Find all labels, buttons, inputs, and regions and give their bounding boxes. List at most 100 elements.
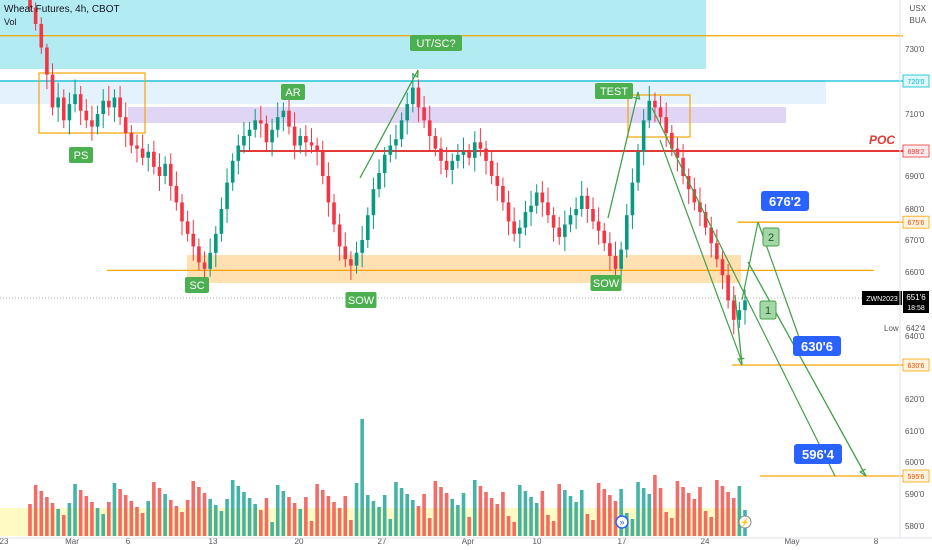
volume-bar xyxy=(551,521,556,536)
candle-body xyxy=(495,176,500,186)
arrow-ut-head xyxy=(412,69,419,79)
candle-body xyxy=(73,94,77,105)
y-tick-label: 710'0 xyxy=(905,110,925,119)
volume-bar xyxy=(225,499,229,536)
volume-bar xyxy=(647,494,652,536)
poc-label: POC xyxy=(869,133,895,147)
volume-bar xyxy=(326,496,331,536)
volume-bar xyxy=(653,475,657,536)
volume-bar xyxy=(534,503,539,536)
event-icon xyxy=(615,515,629,529)
volume-bar xyxy=(337,508,342,536)
candle-body xyxy=(236,145,241,161)
volume-bar xyxy=(247,498,252,536)
volume-bar xyxy=(585,514,590,536)
candle-body xyxy=(50,74,55,108)
candle-body xyxy=(427,120,432,137)
wyckoff-label-sow: SOW xyxy=(593,278,620,290)
volume-bar xyxy=(242,492,246,536)
volume-bar xyxy=(686,493,691,536)
supply-zone-cyan xyxy=(0,0,706,69)
y-tick-label: 600'0 xyxy=(905,458,925,467)
candle-body xyxy=(636,151,640,183)
lightning-icon-glyph: ⚡ xyxy=(740,517,750,527)
candle-body xyxy=(253,120,257,130)
volume-bar xyxy=(281,491,286,536)
volume-bar xyxy=(163,494,167,536)
wyckoff-label-box xyxy=(595,83,633,99)
volume-bar xyxy=(259,510,263,536)
level-tag-box xyxy=(902,469,930,483)
candle-body xyxy=(90,120,94,127)
candle-body xyxy=(529,205,533,213)
low-value: 642'4 xyxy=(906,324,926,333)
candle-body xyxy=(399,120,404,140)
volume-bar xyxy=(523,491,528,536)
volume-bar xyxy=(298,509,303,536)
candle-body xyxy=(264,123,269,143)
candle-body xyxy=(247,129,252,137)
volume-bar xyxy=(135,507,139,536)
x-tick-label: 10 xyxy=(533,537,542,546)
volume-bar xyxy=(405,494,410,536)
volume-bar xyxy=(309,521,314,536)
volume-bar xyxy=(174,506,179,536)
candle-body xyxy=(129,132,134,146)
candle-body xyxy=(416,87,421,108)
candle-body xyxy=(512,221,516,234)
volume-bar xyxy=(180,512,184,536)
volume-bar xyxy=(506,516,511,536)
candle-body xyxy=(39,23,44,48)
volume-bar xyxy=(472,480,477,536)
candle-body xyxy=(84,110,89,121)
x-tick-label: 23 xyxy=(0,537,9,546)
candle-body xyxy=(56,97,60,108)
volume-bar xyxy=(698,487,702,536)
volume-bar xyxy=(73,484,77,536)
candle-body xyxy=(135,145,139,149)
channel-upper-1 xyxy=(659,139,743,363)
candle-body xyxy=(365,215,370,240)
candle-body xyxy=(174,185,179,203)
candle-body xyxy=(28,0,32,8)
volume-bar xyxy=(416,506,421,536)
candle-body xyxy=(326,176,331,203)
candle-body xyxy=(624,215,629,250)
volume-bar xyxy=(39,491,44,536)
candle-body xyxy=(180,202,184,222)
candle-body xyxy=(653,100,657,108)
y-tick-label: 690'0 xyxy=(905,172,925,181)
target-label: 630'6 xyxy=(801,339,833,354)
candle-body xyxy=(439,148,443,161)
candle-body xyxy=(506,202,511,222)
volume-bar xyxy=(737,486,742,536)
candle-body xyxy=(664,117,668,133)
wyckoff-label-ar: AR xyxy=(285,87,300,99)
volume-bar xyxy=(709,517,714,536)
volume-bar xyxy=(613,501,618,536)
volume-bar xyxy=(185,500,190,536)
volume-bar xyxy=(579,490,584,536)
candle-body xyxy=(698,202,702,213)
candle-body xyxy=(641,120,646,152)
volume-bar xyxy=(365,495,370,536)
wyckoff-label-box xyxy=(69,147,93,163)
volume-bar xyxy=(33,485,38,536)
volume-bar xyxy=(658,488,663,536)
volume-bar xyxy=(501,492,505,536)
candle-body xyxy=(259,120,263,124)
candle-body xyxy=(563,224,567,237)
y-tick-label: 730'0 xyxy=(905,45,925,54)
volume-bar xyxy=(461,493,466,536)
scenario-label-1: 1 xyxy=(765,305,771,317)
volume-bar xyxy=(377,507,381,536)
event-icon-glyph: » xyxy=(619,517,624,527)
candle-body xyxy=(382,154,387,173)
candle-body xyxy=(585,195,590,209)
candle-body xyxy=(140,148,145,158)
level-tag-box xyxy=(902,358,930,372)
candle-body xyxy=(219,209,224,234)
volume-bar xyxy=(146,501,151,536)
candle-body xyxy=(107,100,111,108)
